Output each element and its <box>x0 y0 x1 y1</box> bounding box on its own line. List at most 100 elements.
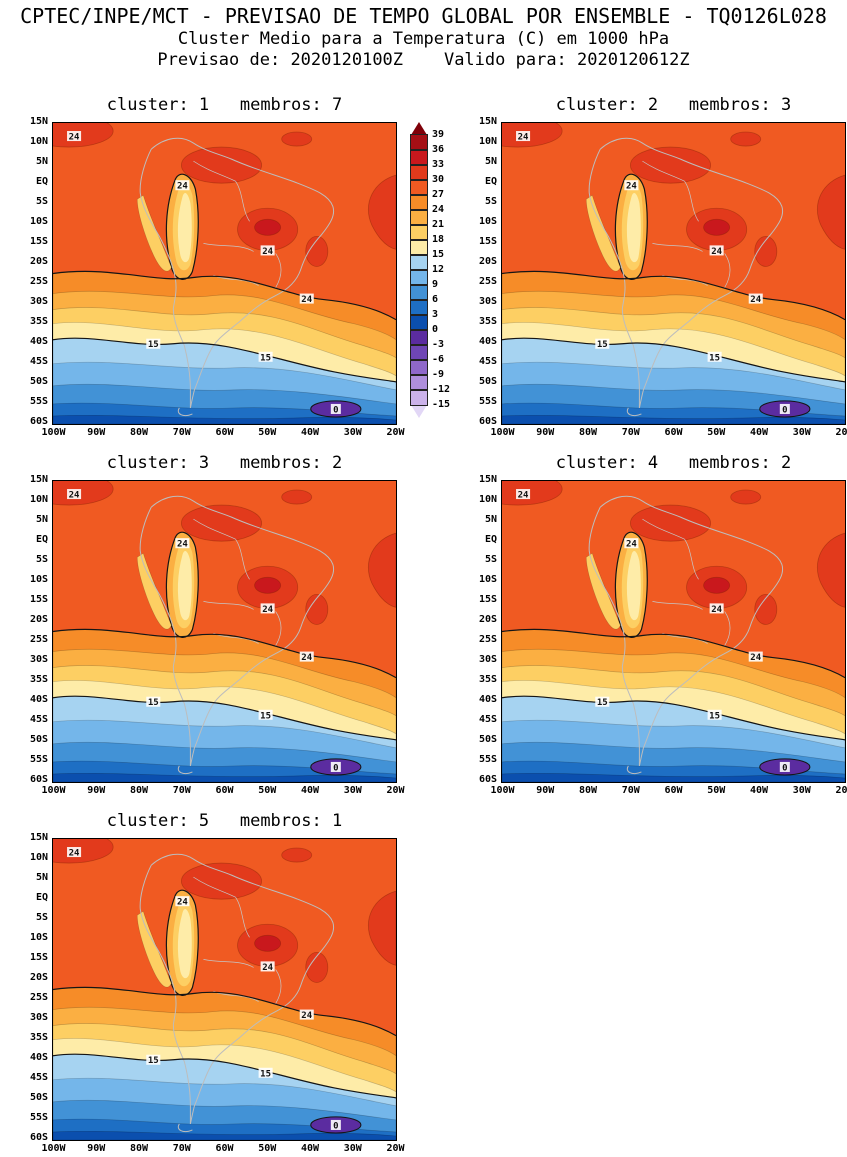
temperature-bands <box>53 629 396 782</box>
lat-tick-label: 10S <box>29 932 48 943</box>
cluster-panel-4-slot: cluster: 4 membros: 2 15N 10N 5N EQ 5S 10S 15S… <box>467 453 847 799</box>
lat-tick-label: 15S <box>478 236 497 247</box>
lon-tick-label: 50W <box>258 427 277 438</box>
legend-swatch <box>410 284 428 301</box>
lon-tick-label: 40W <box>300 1143 320 1154</box>
lat-tick-label: 15S <box>29 236 48 247</box>
lat-tick-label: EQ <box>35 892 48 903</box>
lon-tick-label: 30W <box>792 785 811 796</box>
lat-tick-label: 10N <box>478 494 497 505</box>
coastal-cool-strip <box>585 552 621 630</box>
lat-tick-label: 30S <box>478 654 497 665</box>
lat-tick-label: EQ <box>35 176 48 187</box>
andes-cool-strip <box>614 173 648 280</box>
lon-tick-label: 70W <box>621 785 640 796</box>
contour-value-labels: 24 24 24 24 15 15 0 <box>67 131 341 415</box>
lat-tick-label: 10N <box>29 494 48 505</box>
lon-tick-label: 20W <box>386 785 405 796</box>
panel-title: cluster: 1 membros: 7 <box>106 95 343 115</box>
contour-line-24 <box>53 628 396 679</box>
lon-tick-label: 60W <box>664 785 683 796</box>
contour-label-24: 24 <box>301 653 312 663</box>
contour-label-24: 24 <box>177 182 188 192</box>
labeled-contour-lines <box>53 270 396 383</box>
lat-tick-label: 30S <box>478 296 497 307</box>
cluster-panel: cluster: 5 membros: 1 15N 10N 5N EQ 5S 10S 15S… <box>18 811 405 1157</box>
lat-tick-label: 60S <box>478 416 497 427</box>
lat-tick-label: 55S <box>29 396 48 407</box>
lat-tick-label: 10N <box>478 136 497 147</box>
lat-tick-label: 5S <box>484 554 497 565</box>
contour-label-0: 0 <box>782 763 787 773</box>
cluster-panel-1-slot: cluster: 1 membros: 7 15N 10N 5N EQ 5S 10S 15S… <box>18 95 405 441</box>
lat-tick-label: 5S <box>35 196 48 207</box>
contour-label-24: 24 <box>626 540 637 550</box>
legend-swatch <box>410 344 428 361</box>
lat-tick-label: 40S <box>29 1052 48 1063</box>
legend-tick-label: 24 <box>432 204 445 215</box>
lon-tick-label: 80W <box>129 427 149 438</box>
labeled-contour-lines <box>502 628 845 741</box>
temperature-bands <box>53 987 396 1140</box>
temperature-bands <box>502 629 845 782</box>
lat-tick-label: 15N <box>29 474 48 485</box>
country-borders <box>193 876 282 1004</box>
contour-label-24: 24 <box>177 898 188 908</box>
lat-tick-label: 15N <box>478 116 497 127</box>
panel-title: cluster: 3 membros: 2 <box>106 453 343 473</box>
lon-tick-label: 50W <box>258 785 277 796</box>
contour-label-24: 24 <box>711 605 722 615</box>
lat-tick-label: 50S <box>29 376 48 387</box>
lat-axis: 15N 10N 5N EQ 5S 10S 15S 20S 25S 30S 35S 40S 45S 50S 5… <box>18 474 52 785</box>
lon-tick-label: 50W <box>258 1143 277 1154</box>
lon-tick-label: 90W <box>536 427 555 438</box>
contour-label-24: 24 <box>518 133 529 143</box>
legend-tick-label: 6 <box>432 294 439 305</box>
lat-tick-label: 10N <box>29 136 48 147</box>
lon-tick-label: 30W <box>343 785 362 796</box>
lat-tick-label: 40S <box>29 336 48 347</box>
lon-tick-label: 90W <box>87 1143 106 1154</box>
lat-tick-label: 60S <box>478 774 497 785</box>
lon-tick-label: 20W <box>835 427 847 438</box>
panel-title: cluster: 5 membros: 1 <box>106 811 343 831</box>
legend-tick-label: 15 <box>432 249 445 260</box>
legend-labels: 39 36 33 30 27 24 21 18 15 12 9 6 3 0 -3 -6 -9 -12 -15 <box>432 122 462 418</box>
contour-label-0: 0 <box>333 1121 338 1131</box>
contour-value-labels: 24 24 24 24 15 15 0 <box>516 131 790 415</box>
legend-swatch <box>410 254 428 271</box>
lon-tick-label: 70W <box>172 427 191 438</box>
lat-tick-label: 15S <box>478 594 497 605</box>
lon-tick-label: 30W <box>792 427 811 438</box>
lat-tick-label: 5S <box>484 196 497 207</box>
legend-swatch <box>410 389 428 406</box>
lat-tick-label: 5N <box>35 872 48 883</box>
coastal-cool-strip <box>585 194 621 272</box>
contour-value-labels: 24 24 24 24 15 15 0 <box>516 489 790 773</box>
lat-tick-label: 60S <box>29 1132 48 1143</box>
andes-cool-strip <box>165 889 199 996</box>
contour-label-24: 24 <box>518 491 529 501</box>
lat-tick-label: 5N <box>35 156 48 167</box>
lon-tick-label: 30W <box>343 427 362 438</box>
lat-tick-label: 5N <box>35 514 48 525</box>
contour-label-24: 24 <box>69 133 80 143</box>
legend-swatch <box>410 269 428 286</box>
lat-tick-label: 25S <box>29 634 48 645</box>
legend-tick-label: -6 <box>432 354 445 365</box>
contour-label-24: 24 <box>177 540 188 550</box>
legend-swatch <box>410 209 428 226</box>
map-frame: 24 24 24 24 15 15 0 <box>52 480 397 783</box>
lon-tick-label: 30W <box>343 1143 362 1154</box>
lat-tick-label: 25S <box>29 992 48 1003</box>
lat-tick-label: 35S <box>29 1032 48 1043</box>
lat-tick-label: 40S <box>478 336 497 347</box>
lat-tick-label: 55S <box>29 1112 48 1123</box>
lon-tick-label: 70W <box>172 785 191 796</box>
legend-over-arrow <box>411 122 427 135</box>
labeled-contour-lines <box>53 986 396 1099</box>
legend-swatch <box>410 224 428 241</box>
cluster-panel: cluster: 1 membros: 7 15N 10N 5N EQ 5S 10S 15S… <box>18 95 405 441</box>
contour-label-24: 24 <box>69 491 80 501</box>
contour-label-15: 15 <box>260 711 271 721</box>
